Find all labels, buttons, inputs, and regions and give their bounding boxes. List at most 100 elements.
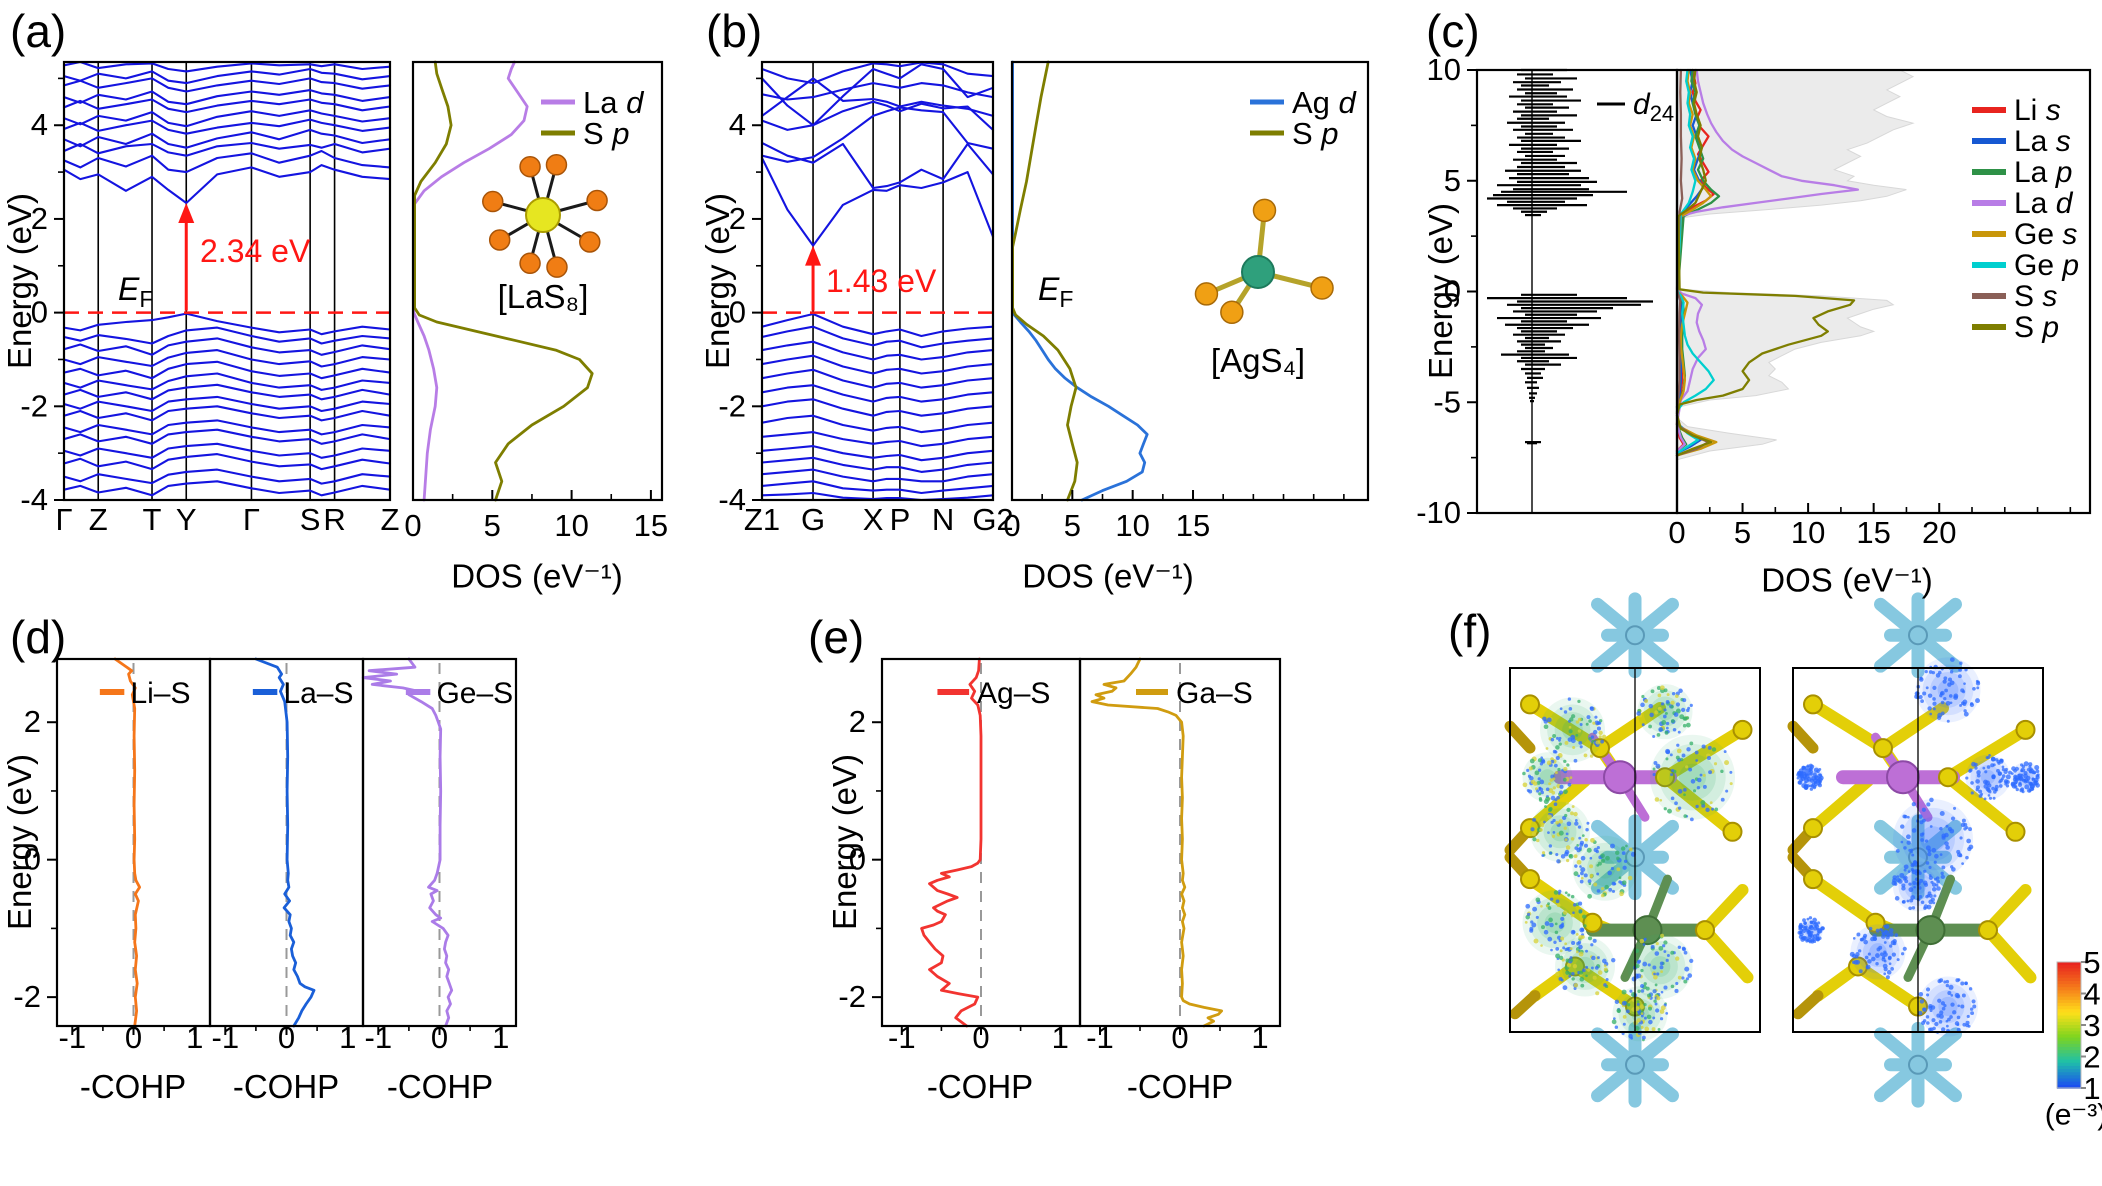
dos-curve-S-p xyxy=(413,60,594,502)
k-point-label: G xyxy=(801,502,825,537)
svg-text:-1: -1 xyxy=(59,1020,87,1055)
colorbar-tick-label: 2 xyxy=(2083,1040,2100,1075)
svg-text:0: 0 xyxy=(849,842,866,877)
svg-text:Li s: Li s xyxy=(2014,94,2061,127)
structure-with-mixed-density xyxy=(1504,592,1761,1108)
k-point-label: Y xyxy=(176,502,197,537)
k-point-label: R xyxy=(323,502,345,537)
svg-text:0: 0 xyxy=(1003,508,1020,543)
svg-text:20: 20 xyxy=(1922,515,1956,550)
svg-text:-5: -5 xyxy=(1433,384,1461,419)
svg-text:1: 1 xyxy=(186,1020,203,1055)
svg-text:0: 0 xyxy=(1444,274,1461,309)
level-spectrum xyxy=(1487,68,1653,513)
svg-text:-4: -4 xyxy=(20,482,48,517)
panel-letter-f: (f) xyxy=(1448,605,1492,657)
d3-cohp-axis-label: -COHP xyxy=(386,1068,494,1105)
b-energy-axis-label: Energy (eV) xyxy=(699,192,736,370)
svg-text:2: 2 xyxy=(31,201,48,236)
fermi-level-label: EF xyxy=(1038,271,1073,312)
svg-text:0: 0 xyxy=(404,508,421,543)
total-dos-fill xyxy=(1676,69,1915,461)
band-lines xyxy=(62,60,392,497)
svg-text:5: 5 xyxy=(484,508,501,543)
svg-text:-1: -1 xyxy=(212,1020,240,1055)
cohp-legend-label: Li–S xyxy=(130,677,190,710)
svg-text:S p: S p xyxy=(583,116,630,151)
svg-text:Ge p: Ge p xyxy=(2014,249,2079,282)
cohp-legend-label: La–S xyxy=(283,677,353,710)
d2-cohp-axis-label: -COHP xyxy=(232,1068,340,1105)
svg-text:0: 0 xyxy=(972,1020,989,1055)
svg-text:0: 0 xyxy=(431,1020,448,1055)
svg-text:1: 1 xyxy=(1251,1020,1268,1055)
svg-text:5: 5 xyxy=(1444,163,1461,198)
k-point-label: S xyxy=(300,502,321,537)
cluster-label: [LaS₈] xyxy=(498,278,589,315)
svg-text:5: 5 xyxy=(1734,515,1751,550)
panel-letter-b: (b) xyxy=(706,5,763,57)
cohp-legend-label: Ga–S xyxy=(1176,677,1253,710)
panel-letter-d: (d) xyxy=(10,611,67,663)
dos-panel: 0 5 10 15 La dS p [LaS₈] xyxy=(404,60,668,543)
dos-curve-S-p xyxy=(1011,60,1079,502)
k-point-label: Z1 xyxy=(744,502,780,537)
svg-text:0: 0 xyxy=(125,1020,142,1055)
orbital-legend: Li sLa sLa pLa dGe sGe pS sS p xyxy=(1972,94,2079,344)
svg-text:La s: La s xyxy=(2014,125,2071,158)
k-point-label: N xyxy=(932,502,954,537)
dos-legend: La dS p xyxy=(541,85,645,151)
cohp-curve-Ga–S xyxy=(1090,657,1223,1028)
cohp-panel-d: -1 0 1 Li–S -1 0 1 La–S -1 0 1 Ge–S 2 0 -2 xyxy=(13,657,518,1055)
svg-text:-2: -2 xyxy=(13,979,41,1014)
cluster-model-[LaS₈]: [LaS₈] xyxy=(482,154,608,315)
cluster-label: [AgS₄] xyxy=(1211,342,1305,379)
colorbar-tick-label: 3 xyxy=(2083,1008,2100,1043)
cohp-panel-e: -1 0 1 Ag–S -1 0 1 Ga–S 2 0 -2 xyxy=(838,657,1282,1055)
svg-text:1: 1 xyxy=(492,1020,509,1055)
a-dos-axis-label: DOS (eV⁻¹) xyxy=(451,557,623,595)
fermi-level-label: EF xyxy=(118,271,153,312)
svg-text:1: 1 xyxy=(1052,1020,1069,1055)
svg-text:2: 2 xyxy=(24,704,41,739)
colorbar-tick-label: 5 xyxy=(2083,945,2100,980)
svg-text:10: 10 xyxy=(554,508,588,543)
dos-curve-Ge-p xyxy=(1675,68,1715,455)
k-point-label: Z xyxy=(381,502,400,537)
cohp-curve-Ge–S xyxy=(361,657,454,1028)
e-energy-axis-label: Energy (eV) xyxy=(826,753,863,931)
band-structure: 1.43 eV EF 4 2 0 -2 -4Z1 G X P N G2 xyxy=(718,60,1073,537)
k-point-label: T xyxy=(143,502,162,537)
k-point-label: P xyxy=(890,502,911,537)
svg-text:S p: S p xyxy=(1292,116,1339,151)
cohp-legend-label: Ge–S xyxy=(436,677,513,710)
cohp-legend-label: Ag–S xyxy=(977,677,1050,710)
panel-letter-e: (e) xyxy=(808,611,865,663)
svg-text:S p: S p xyxy=(2014,311,2059,344)
svg-text:-1: -1 xyxy=(1086,1020,1114,1055)
svg-text:0: 0 xyxy=(31,295,48,330)
svg-text:2: 2 xyxy=(729,201,746,236)
panel-letter-a: (a) xyxy=(10,5,67,57)
svg-text:2: 2 xyxy=(849,704,866,739)
svg-text:5: 5 xyxy=(1064,508,1081,543)
structure-with-blue-density xyxy=(1787,592,2044,1108)
svg-text:10: 10 xyxy=(1115,508,1149,543)
svg-text:-1: -1 xyxy=(888,1020,916,1055)
level-legend-label: d24 xyxy=(1633,88,1674,126)
svg-text:-10: -10 xyxy=(1416,495,1461,530)
svg-text:10: 10 xyxy=(1791,515,1825,550)
svg-text:4: 4 xyxy=(31,107,48,142)
svg-text:0: 0 xyxy=(1171,1020,1188,1055)
svg-text:Ge s: Ge s xyxy=(2014,218,2077,251)
svg-text:S s: S s xyxy=(2014,280,2057,313)
dos-projection-panel: d24 10 5 0 -5 -10 0 5 10 15 20 Li sLa sLa pLa dGe s… xyxy=(1416,52,2092,550)
svg-text:-2: -2 xyxy=(20,388,48,423)
dos-curve-Ag-d xyxy=(1011,60,1149,502)
svg-text:-2: -2 xyxy=(718,388,746,423)
k-point-label: X xyxy=(863,502,884,537)
cohp-curve-Li–S xyxy=(113,657,141,1028)
